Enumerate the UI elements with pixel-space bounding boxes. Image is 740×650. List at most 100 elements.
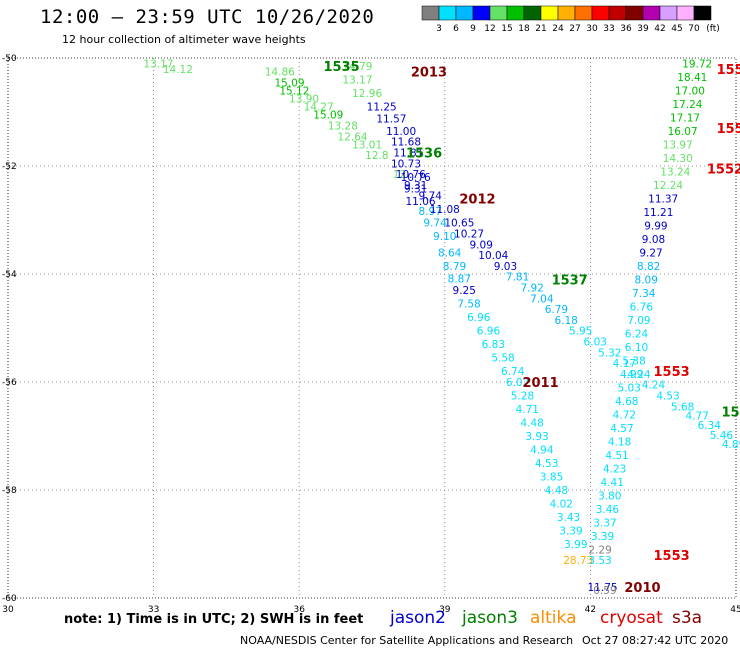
data-point-jason3: 9.31 xyxy=(404,180,427,192)
data-point-s3a: 13.90 xyxy=(289,94,319,106)
data-point-s3a: 7.58 xyxy=(457,299,480,311)
data-point-jason3: 10.76 xyxy=(396,169,426,181)
data-point-s3a: 3.99 xyxy=(564,539,587,551)
x-tick-label: 30 xyxy=(2,605,14,615)
data-point-jason3: 5.32 xyxy=(598,347,621,359)
pass-label: 2012 xyxy=(459,192,495,207)
colorbar-swatch xyxy=(506,5,525,21)
data-point-s3a: 9.31 xyxy=(404,184,427,196)
data-point-s3a: 14.86 xyxy=(265,67,295,79)
data-point-s3a: 15.09 xyxy=(313,110,343,122)
y-tick-label: -60 xyxy=(2,594,17,604)
data-point-jason3: 4.24 xyxy=(627,369,651,381)
data-point-jason3: 13.17 xyxy=(342,75,372,87)
data-point-s3a: 9.10 xyxy=(433,231,456,243)
x-tick-label: 36 xyxy=(293,605,305,615)
data-point-jason3: 10.73 xyxy=(391,158,421,170)
data-point-cryosat: 3.46 xyxy=(596,504,620,516)
data-point-s3a: 11.06 xyxy=(406,196,436,208)
pass-label: 1537 xyxy=(552,273,588,288)
data-point-s3a: 28.73 xyxy=(563,555,593,567)
data-point-jason3: 5.46 xyxy=(710,430,734,442)
data-point-cryosat: 6.10 xyxy=(625,342,648,354)
data-point-jason3: 10.04 xyxy=(478,250,508,262)
colorbar-tick-label: 70 xyxy=(688,24,700,34)
colorbar-swatch xyxy=(489,5,508,21)
data-point-cryosat: 11.37 xyxy=(648,193,678,205)
data-point-cryosat: 17.17 xyxy=(670,112,700,124)
data-point-s3a: 4.53 xyxy=(535,458,558,470)
data-point-cryosat: 11.21 xyxy=(643,207,673,219)
chart-title: 12:00 – 23:59 UTC 10/26/2020 xyxy=(40,6,375,28)
data-point-s3a: 13.17 xyxy=(143,58,173,70)
data-point-s3a: 6.96 xyxy=(467,312,491,324)
axes: 30 33 36 39 42 45 -50 -52 -54 -56 -58 -60 xyxy=(2,54,740,615)
data-point-s3a: 8.87 xyxy=(448,273,471,285)
colorbar-tick-label: 15 xyxy=(501,24,512,34)
data-point-jason3: 6.03 xyxy=(584,337,607,349)
y-tick-label: -50 xyxy=(2,54,17,64)
pass-label: 1535 xyxy=(323,60,359,75)
data-point-s3a: 6.83 xyxy=(482,339,505,351)
data-point-cryosat: 7.34 xyxy=(632,288,656,300)
pass-label: 1553 xyxy=(653,365,689,380)
data-point-cryosat: 2.29 xyxy=(588,544,611,556)
colorbar-swatch xyxy=(608,5,627,21)
data-point-s3a: 12. xyxy=(393,169,410,181)
data-point-s3a: 13.01 xyxy=(352,139,382,151)
data-point-s3a: 14.27 xyxy=(304,102,334,114)
footer-credit: NOAA/NESDIS Center for Satellite Applica… xyxy=(240,634,574,647)
data-point-cryosat: 18.41 xyxy=(677,72,707,84)
colorbar-tick-label: 33 xyxy=(603,24,614,34)
data-point-jason3: 7.81 xyxy=(506,272,529,284)
data-point-cryosat: 4.68 xyxy=(615,396,638,408)
data-point-s3a: 5.58 xyxy=(491,353,514,365)
legend-altika: altika xyxy=(530,608,577,628)
data-point-jason3: 10.27 xyxy=(454,229,484,241)
data-point-s3a: 14.12 xyxy=(163,64,193,76)
data-point-jason3: 4.77 xyxy=(685,410,708,422)
data-point-jason3: 6.18 xyxy=(554,315,577,327)
colorbar-tick-label: 9 xyxy=(470,24,476,34)
data-point-cryosat: 3.53 xyxy=(588,555,611,567)
data-point-jason3: 9.74 xyxy=(419,191,443,203)
y-tick-label: -56 xyxy=(2,378,17,388)
data-point-s3a: 4.02 xyxy=(550,499,573,511)
data-point-s3a: 13.28 xyxy=(328,121,358,133)
colorbar-tick-label: 42 xyxy=(654,24,665,34)
colorbar-tick-label: 36 xyxy=(620,24,632,34)
data-point-s3a: 4.94 xyxy=(530,445,554,457)
data-point-jason3: 11.08 xyxy=(430,204,460,216)
colorbar-swatch xyxy=(421,5,440,21)
x-tick-label: 45 xyxy=(730,605,740,615)
data-point-cryosat: 8.09 xyxy=(635,274,658,286)
data-point-cryosat: 4.51 xyxy=(605,450,628,462)
data-point-s3a: 3.39 xyxy=(559,526,582,538)
colorbar-swatch xyxy=(455,5,474,21)
data-point-cryosat: 3.37 xyxy=(593,517,616,529)
data-point-s3a: 15.12 xyxy=(279,85,309,97)
colorbar-tick-label: 6 xyxy=(453,24,459,34)
pass-label: 2013 xyxy=(411,66,447,81)
legend-jason2: jason2 xyxy=(390,608,446,628)
data-point-cryosat: 9.08 xyxy=(642,234,665,246)
x-tick-label: 39 xyxy=(439,605,451,615)
data-point-s3a: 6.96 xyxy=(477,326,501,338)
data-point-s3a: 8.79 xyxy=(443,261,466,273)
data-point-cryosat: 17.24 xyxy=(672,99,702,111)
data-point-cryosat: 4.99 xyxy=(620,369,643,381)
colorbar-swatch xyxy=(676,5,695,21)
data-point-cryosat: 4.23 xyxy=(603,463,626,475)
data-point-jason3: 9.09 xyxy=(470,239,493,251)
data-point-jason3: 4.17 xyxy=(613,358,636,370)
data-point-jason3: 11.00 xyxy=(386,126,416,138)
data-point-jason3: 7.92 xyxy=(520,283,543,295)
data-point-cryosat: 12.24 xyxy=(653,180,683,192)
data-point-jason3: 7.04 xyxy=(530,293,554,305)
plot-frame xyxy=(7,57,737,599)
colorbar-swatch xyxy=(438,5,457,21)
pass-label: 2010 xyxy=(624,581,660,596)
colorbar-tick-label: 24 xyxy=(552,24,564,34)
